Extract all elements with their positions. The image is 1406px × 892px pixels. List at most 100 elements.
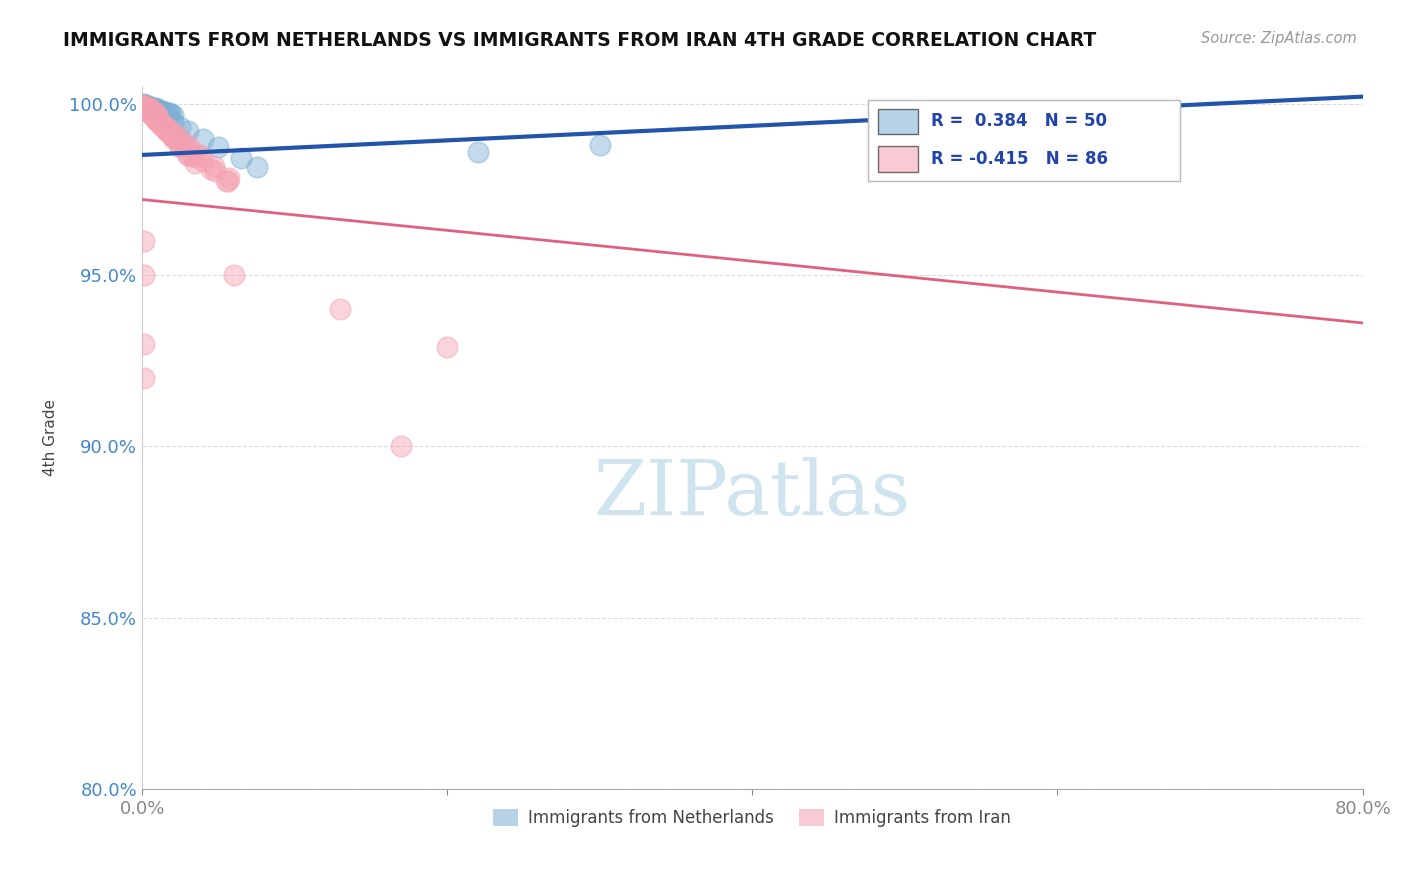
Point [148,103,170,117]
Point [436,340,458,354]
Point [183,145,205,160]
Point [218,170,240,185]
Point [138,101,160,115]
Point [134,98,156,112]
Point [135,101,157,115]
Point [143,103,166,118]
Point [467,145,489,159]
Point [169,120,191,134]
Point [146,114,169,128]
Point [145,105,167,120]
Point [136,103,159,118]
Point [132,336,155,351]
Point [142,103,165,118]
Point [143,102,166,116]
Point [215,174,238,188]
Point [202,159,225,173]
Point [145,101,167,115]
Point [142,103,165,117]
Point [153,104,176,119]
Point [155,121,177,136]
Point [138,105,160,120]
Point [134,98,156,112]
Point [169,139,191,153]
Point [191,132,214,146]
Point [135,101,157,115]
Point [141,101,163,115]
Point [132,98,155,112]
Point [145,107,167,121]
Text: IMMIGRANTS FROM NETHERLANDS VS IMMIGRANTS FROM IRAN 4TH GRADE CORRELATION CHART: IMMIGRANTS FROM NETHERLANDS VS IMMIGRANT… [63,31,1097,50]
Point [149,116,172,130]
Y-axis label: 4th Grade: 4th Grade [44,400,58,476]
Point [231,152,253,166]
Point [135,99,157,113]
Point [141,105,163,120]
Point [146,112,169,126]
Point [166,128,188,143]
Point [138,100,160,114]
Point [134,101,156,115]
Point [163,128,186,143]
Point [589,137,612,152]
Point [146,112,169,127]
Point [152,104,174,119]
Point [153,120,176,135]
Point [391,439,413,453]
Point [132,98,155,112]
Point [150,119,173,133]
Point [169,139,191,153]
Text: ZIPatlas: ZIPatlas [593,457,911,531]
Point [142,103,165,117]
Point [143,110,166,124]
Point [157,120,180,135]
Text: Source: ZipAtlas.com: Source: ZipAtlas.com [1201,31,1357,46]
Point [134,99,156,113]
Point [148,107,170,121]
Point [159,107,181,121]
Point [132,268,155,282]
Point [150,103,173,118]
Point [135,102,157,116]
Point [138,103,160,118]
Point [135,102,157,116]
Point [155,105,177,120]
Point [143,110,166,124]
Point [146,108,169,122]
Point [136,99,159,113]
Point [132,98,155,112]
Point [135,101,157,115]
Point [146,113,169,128]
Point [200,161,222,176]
Point [204,164,226,178]
Point [153,121,176,136]
Point [138,104,160,119]
Point [155,124,177,138]
Point [142,108,165,122]
Point [141,106,163,120]
Point [138,101,160,115]
Point [132,99,155,113]
Legend: Immigrants from Netherlands, Immigrants from Iran: Immigrants from Netherlands, Immigrants … [486,802,1018,834]
Point [143,108,166,122]
Point [135,99,157,113]
Point [170,138,193,153]
Point [207,140,229,154]
Point [136,103,159,117]
Point [188,147,211,161]
Point [177,147,200,161]
Point [135,102,157,116]
Point [142,101,165,115]
Point [142,109,165,123]
Point [181,149,204,163]
Point [149,114,172,128]
Point [150,109,173,123]
Point [135,102,157,116]
Point [191,154,214,169]
Point [186,150,208,164]
Point [162,130,184,145]
Point [145,102,167,116]
Point [162,108,184,122]
Point [132,371,155,385]
Point [153,112,176,126]
